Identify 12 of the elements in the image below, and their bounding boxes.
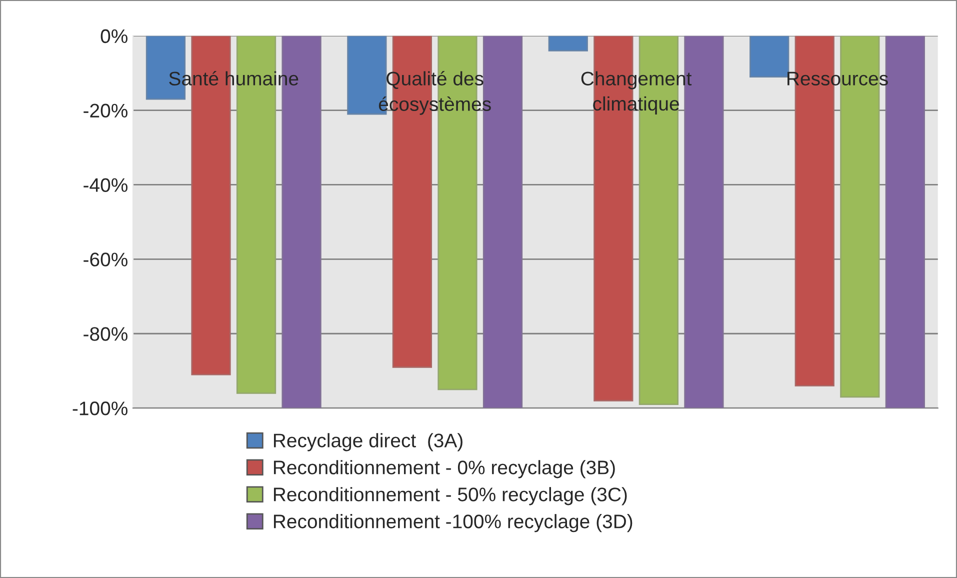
y-tick-label: -60% [84, 252, 128, 266]
x-tick-label: Changement climatique [581, 71, 692, 114]
y-tick-label: -40% [84, 178, 128, 192]
y-tick-label: -80% [84, 327, 128, 341]
x-tick-label: Ressources [788, 72, 888, 86]
legend-label: Reconditionnement - 50% recyclage (3C) [274, 487, 627, 506]
legend-label: Reconditionnement - 0% recyclage (3B) [274, 460, 615, 478]
y-tick-label: -100% [72, 402, 128, 416]
legend-label: Recyclage direct (3A) [274, 433, 462, 452]
legend-label: Reconditionnement -100% recyclage (3D) [274, 514, 632, 532]
y-tick-label: 0% [100, 29, 128, 44]
y-tick-label: -20% [84, 104, 128, 118]
